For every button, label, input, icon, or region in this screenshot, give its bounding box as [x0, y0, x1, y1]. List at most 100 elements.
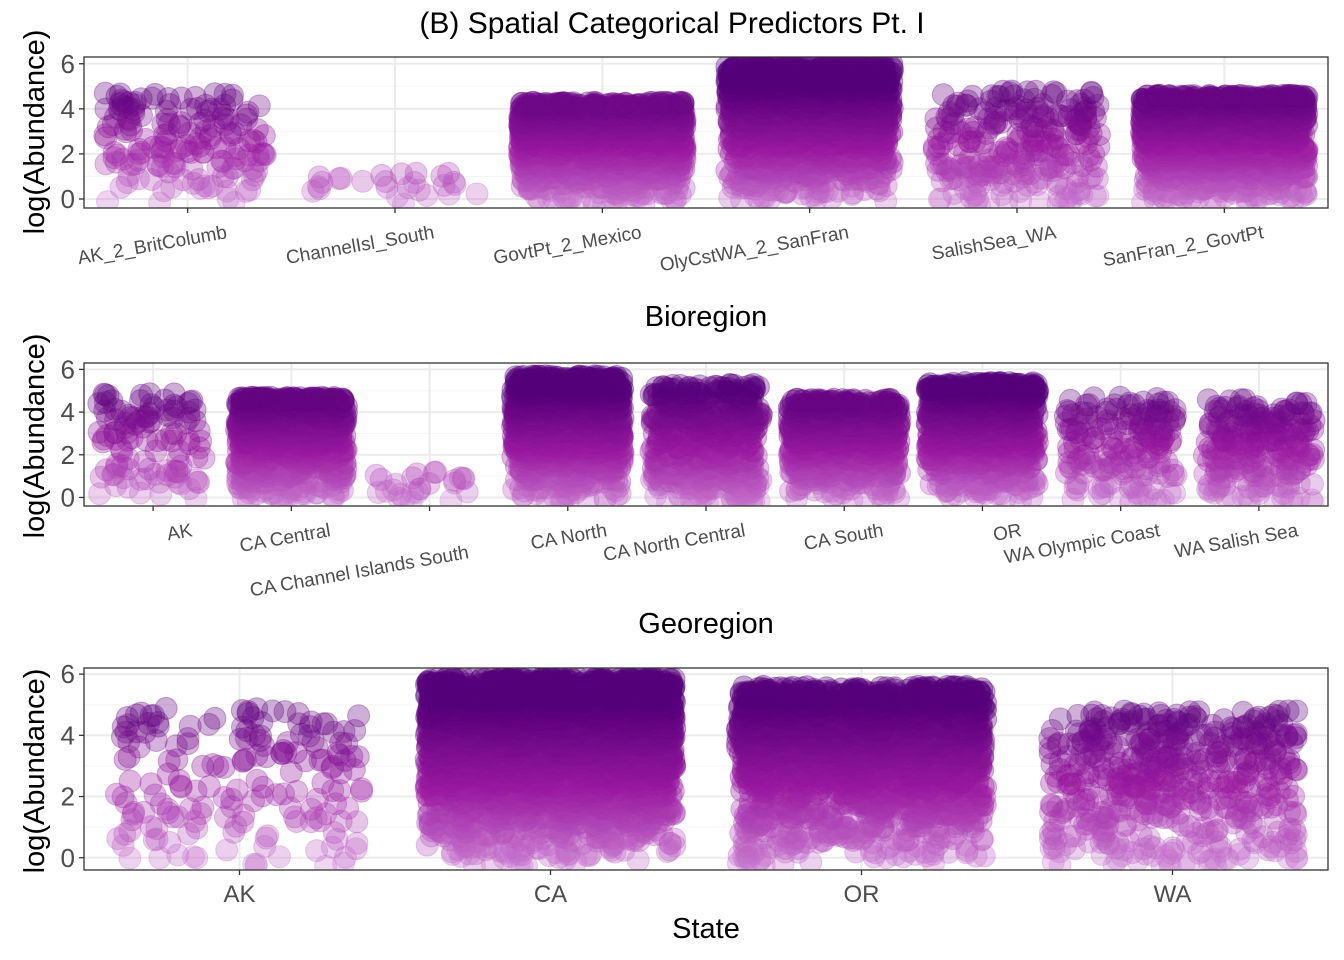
- data-point: [247, 94, 271, 118]
- data-point: [187, 168, 211, 191]
- x-tick-label: GovtPt_2_Mexico: [492, 222, 643, 269]
- data-point: [558, 162, 582, 186]
- data-point: [94, 97, 118, 121]
- data-point: [590, 176, 614, 199]
- data-point: [559, 164, 583, 188]
- data-point: [668, 165, 692, 189]
- data-point: [306, 175, 330, 199]
- data-point: [603, 182, 627, 206]
- data-point: [529, 175, 553, 199]
- y-tick-label: 2: [61, 139, 75, 169]
- data-point: [404, 161, 428, 185]
- data-point: [542, 186, 565, 208]
- data-point: [188, 126, 212, 150]
- data-point: [237, 143, 261, 167]
- data-point: [222, 156, 246, 180]
- data-point: [567, 167, 591, 190]
- data-point: [179, 97, 203, 121]
- data-point: [327, 167, 351, 191]
- data-point: [563, 167, 587, 191]
- data-point: [515, 169, 539, 193]
- data-point: [530, 164, 554, 188]
- data-point: [566, 161, 590, 185]
- data-point: [432, 173, 456, 197]
- data-point: [601, 164, 625, 187]
- data-point: [557, 165, 581, 189]
- data-point: [116, 106, 140, 130]
- data-point: [94, 152, 118, 176]
- data-point: [117, 91, 141, 115]
- data-point: [94, 126, 118, 150]
- data-point: [631, 166, 655, 190]
- data-point: [588, 175, 612, 198]
- points: [93, 57, 1319, 208]
- data-point: [146, 153, 170, 177]
- data-point: [164, 139, 188, 163]
- data-point: [596, 165, 620, 189]
- data-point: [529, 170, 552, 193]
- data-point: [607, 184, 631, 208]
- data-point: [665, 177, 689, 201]
- data-point: [138, 382, 162, 406]
- data-point: [200, 174, 224, 198]
- data-point: [663, 187, 687, 208]
- data-point: [640, 161, 664, 185]
- data-point: [584, 165, 608, 189]
- data-point: [243, 163, 267, 187]
- data-point: [662, 169, 686, 193]
- x-tick-label: OlyCstWA_2_SanFran: [658, 222, 850, 276]
- data-point: [618, 179, 642, 203]
- data-point: [627, 184, 651, 208]
- data-point: [224, 147, 248, 171]
- data-point: [605, 167, 629, 191]
- data-point: [644, 168, 668, 191]
- data-point: [241, 128, 265, 152]
- data-point: [629, 170, 653, 193]
- data-point: [562, 169, 586, 193]
- data-point: [215, 179, 239, 203]
- data-point: [93, 81, 117, 105]
- data-point: [126, 167, 150, 191]
- y-tick-label: 4: [61, 94, 75, 124]
- data-point: [215, 165, 239, 189]
- data-point: [624, 184, 648, 208]
- data-point: [213, 82, 237, 106]
- data-point: [521, 162, 545, 186]
- data-point: [658, 178, 682, 202]
- data-point: [211, 106, 235, 130]
- data-point: [612, 177, 636, 201]
- data-point: [174, 133, 198, 157]
- data-point: [157, 160, 181, 184]
- data-point: [219, 123, 243, 147]
- data-point: [552, 172, 576, 196]
- x-tick-label: SanFran_2_GovtPt: [1101, 222, 1266, 271]
- data-point: [546, 172, 570, 196]
- data-point: [374, 170, 398, 193]
- data-point: [635, 182, 659, 206]
- data-point: [510, 174, 534, 198]
- data-point: [213, 136, 237, 160]
- data-point: [148, 135, 172, 159]
- x-axis-title: Bioregion: [645, 301, 768, 333]
- data-point: [105, 84, 129, 108]
- data-point: [663, 188, 687, 208]
- data-point: [163, 155, 187, 179]
- data-point: [191, 140, 215, 164]
- data-point: [642, 167, 665, 191]
- data-point: [143, 82, 167, 106]
- data-point: [521, 90, 545, 114]
- data-point: [666, 164, 690, 188]
- data-point: [518, 176, 542, 200]
- data-point: [188, 111, 212, 135]
- data-point: [238, 129, 261, 153]
- data-point: [580, 167, 604, 191]
- data-point: [614, 171, 638, 195]
- data-point: [520, 177, 544, 201]
- data-point: [606, 182, 630, 206]
- data-point: [126, 148, 150, 172]
- data-point: [778, 57, 802, 76]
- data-point: [536, 186, 560, 208]
- data-point: [582, 175, 606, 199]
- data-point: [593, 163, 617, 187]
- y-axis-title: log(Abundance): [19, 30, 51, 235]
